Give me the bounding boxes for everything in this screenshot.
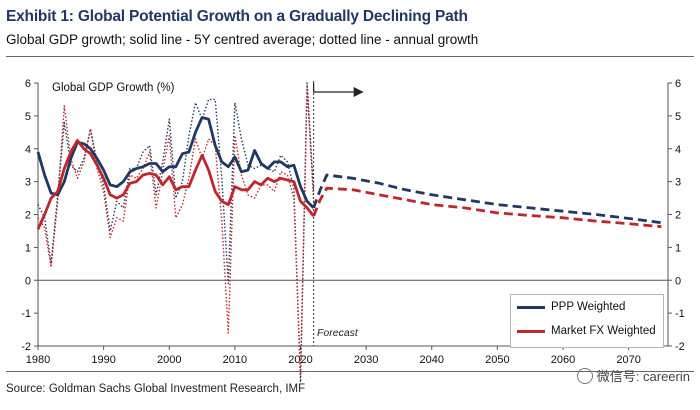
x-tick-label: 2010 xyxy=(223,354,247,366)
legend-swatch-fx xyxy=(517,329,545,333)
series-line-ppp-solid xyxy=(36,116,315,209)
y-axis-label: Global GDP Growth (%) xyxy=(52,82,175,94)
wechat-icon xyxy=(576,367,593,384)
y-tick-label-right: -2 xyxy=(675,341,685,353)
y-tick-label-left: 5 xyxy=(25,111,31,123)
y-tick-label-right: 0 xyxy=(675,275,681,287)
forecast-arrow xyxy=(313,83,354,93)
x-tick-label: 2040 xyxy=(420,354,444,366)
y-tick-label-right: -1 xyxy=(675,308,685,320)
forecast-arrow-head xyxy=(353,87,364,97)
y-tick-label-left: 1 xyxy=(25,242,31,254)
legend-label-fx: Market FX Weighted xyxy=(551,325,656,337)
x-tick-label: 2060 xyxy=(551,354,575,366)
chart-subtitle: Global GDP growth; solid line - 5Y centr… xyxy=(6,32,479,47)
legend: PPP Weighted Market FX Weighted xyxy=(510,294,664,348)
source-note: Source: Goldman Sachs Global Investment … xyxy=(6,383,306,395)
series-line-fx-dotted xyxy=(37,85,315,377)
y-tick-label-left: 0 xyxy=(25,275,31,287)
axes: -2 -2 -1 -1 0 0 1 1 2 2 3 3 4 4 5 5 6 6 1980 1990 2000 2010 20… xyxy=(21,78,685,366)
x-tick-label: 2000 xyxy=(157,354,181,366)
series-layer xyxy=(36,82,662,383)
legend-item-fx: Market FX Weighted xyxy=(511,319,663,343)
series-line-ppp-dashed xyxy=(312,173,662,225)
y-tick-label-left: 6 xyxy=(25,78,31,90)
chart-frame xyxy=(6,56,694,372)
y-tick-label-left: 4 xyxy=(25,144,31,156)
legend-item-ppp: PPP Weighted xyxy=(511,295,663,319)
x-tick-label: 1990 xyxy=(91,354,115,366)
series-line-fx-dashed xyxy=(312,186,662,229)
forecast-label: Forecast xyxy=(317,327,359,339)
y-tick-label-right: 5 xyxy=(675,111,681,123)
x-tick-label: 1980 xyxy=(26,354,50,366)
watermark-text: 微信号: careerin xyxy=(596,369,690,384)
legend-swatch-ppp xyxy=(517,305,545,309)
x-tick-label: 2030 xyxy=(354,354,378,366)
y-tick-label-right: 1 xyxy=(675,242,681,254)
x-tick-label: 2050 xyxy=(485,354,509,366)
watermark: 微信号: careerin xyxy=(576,366,690,385)
y-tick-label-right: 2 xyxy=(675,210,681,222)
x-tick-label: 2070 xyxy=(616,354,640,366)
y-tick-label-right: 6 xyxy=(675,78,681,90)
y-tick-label-right: 3 xyxy=(675,177,681,189)
legend-label-ppp: PPP Weighted xyxy=(551,301,626,313)
y-tick-label-left: 3 xyxy=(25,177,31,189)
y-tick-label-left: 2 xyxy=(25,210,31,222)
y-tick-label-right: 4 xyxy=(675,144,681,156)
series-line-ppp-dotted xyxy=(37,82,315,383)
series-line-fx-solid xyxy=(36,139,315,230)
y-tick-label-left: -2 xyxy=(21,341,31,353)
y-tick-label-left: -1 xyxy=(21,308,31,320)
chart-title: Exhibit 1: Global Potential Growth on a … xyxy=(6,8,468,25)
